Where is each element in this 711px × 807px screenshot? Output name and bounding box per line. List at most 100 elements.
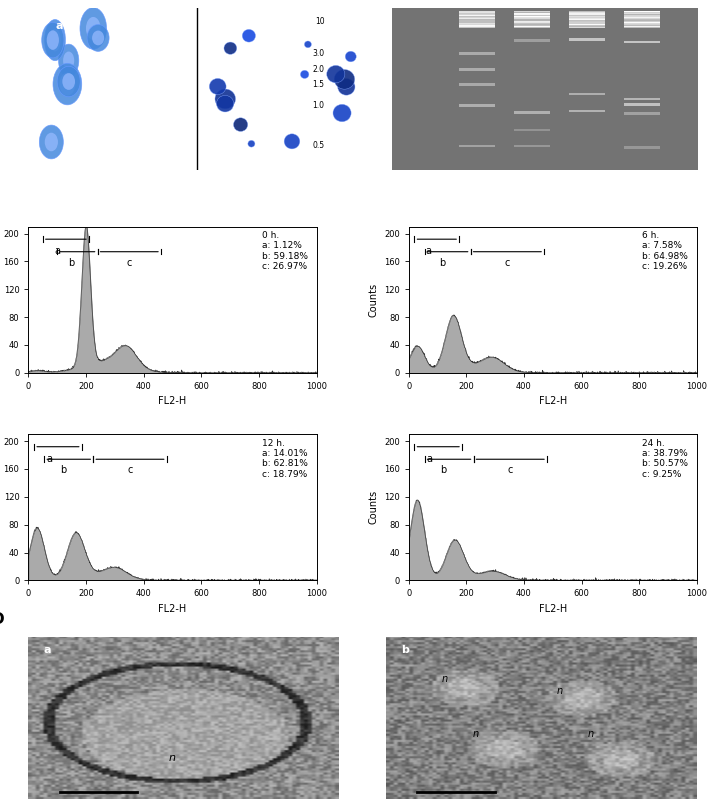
Bar [513,39,550,42]
Text: D: D [0,612,4,627]
Bar [624,11,660,13]
Bar [459,27,496,28]
Bar [569,110,605,112]
Ellipse shape [86,17,100,40]
Circle shape [224,42,237,54]
Bar [513,20,550,21]
Ellipse shape [63,52,74,69]
Text: b: b [402,645,410,655]
Bar [459,19,496,23]
Bar [459,144,496,148]
Circle shape [334,69,355,90]
Bar [459,12,496,14]
Bar [569,18,605,19]
Bar [624,40,660,44]
Bar [513,23,550,24]
Bar [459,21,496,23]
Bar [513,26,550,27]
Bar [624,17,660,18]
Bar [513,27,550,28]
Ellipse shape [45,19,65,61]
Text: 1.5: 1.5 [312,80,324,89]
Ellipse shape [87,24,109,52]
Bar [513,17,550,18]
Circle shape [300,70,309,78]
Bar [624,21,660,23]
Bar [624,98,660,100]
Bar [513,111,550,114]
Circle shape [215,89,235,109]
Text: a: a [54,246,60,257]
Text: n: n [169,753,176,763]
Bar [513,22,550,23]
Bar [624,13,660,15]
Bar [459,14,496,15]
Bar [513,18,550,19]
X-axis label: FL2-H: FL2-H [159,604,186,614]
Circle shape [209,78,226,94]
Bar [569,93,605,95]
Circle shape [327,65,345,83]
Bar [624,103,660,106]
Bar [459,11,496,13]
Bar [569,24,605,26]
Text: 3.0: 3.0 [312,49,324,58]
Ellipse shape [42,23,64,58]
Bar [459,25,496,27]
Bar [569,12,605,14]
Circle shape [333,104,351,122]
Ellipse shape [45,132,58,151]
Bar [569,23,605,24]
Ellipse shape [80,7,107,49]
Text: n: n [442,674,448,684]
Ellipse shape [53,63,82,105]
Bar [459,10,496,12]
Text: b: b [440,465,447,475]
X-axis label: FL2-H: FL2-H [539,604,567,614]
Bar [513,19,550,20]
Bar [459,19,496,20]
Bar [459,23,496,25]
Text: a: a [474,0,480,2]
Bar [459,13,496,15]
Circle shape [338,78,355,95]
Text: 6 h.
a: 7.58%
b: 64.98%
c: 19.26%: 6 h. a: 7.58% b: 64.98% c: 19.26% [642,231,688,271]
Bar [459,23,496,24]
Text: 2.0: 2.0 [312,65,324,74]
Bar [624,146,660,148]
Bar [569,27,605,28]
Text: b: b [220,21,229,31]
Text: A: A [15,0,27,2]
Y-axis label: Counts: Counts [368,490,378,525]
Text: d: d [639,0,645,2]
Bar [459,22,496,23]
Text: b: b [439,257,445,268]
Bar [513,21,550,23]
Text: b: b [68,257,75,268]
Ellipse shape [58,44,79,77]
Text: n: n [557,686,563,696]
Circle shape [216,95,234,112]
Circle shape [284,134,300,149]
Bar [513,14,550,15]
Ellipse shape [60,73,75,95]
Text: 24 h.
a: 38.79%
b: 50.57%
c: 9.25%: 24 h. a: 38.79% b: 50.57% c: 9.25% [642,438,688,479]
Ellipse shape [49,29,60,52]
Bar [513,23,550,25]
Bar [513,25,550,27]
Circle shape [233,118,247,132]
Bar [624,10,660,12]
Bar [459,20,496,21]
Y-axis label: Counts: Counts [368,282,378,317]
Bar [569,17,605,18]
Bar [459,15,496,16]
Bar [513,15,550,16]
Text: b: b [60,465,66,475]
Bar [569,23,605,25]
Text: c: c [505,257,510,268]
Bar [459,17,496,18]
Text: c: c [127,465,133,475]
Bar [459,83,496,86]
Bar [513,10,550,12]
Text: 12 h.
a: 14.01%
b: 62.81%
c: 18.79%: 12 h. a: 14.01% b: 62.81% c: 18.79% [262,438,308,479]
